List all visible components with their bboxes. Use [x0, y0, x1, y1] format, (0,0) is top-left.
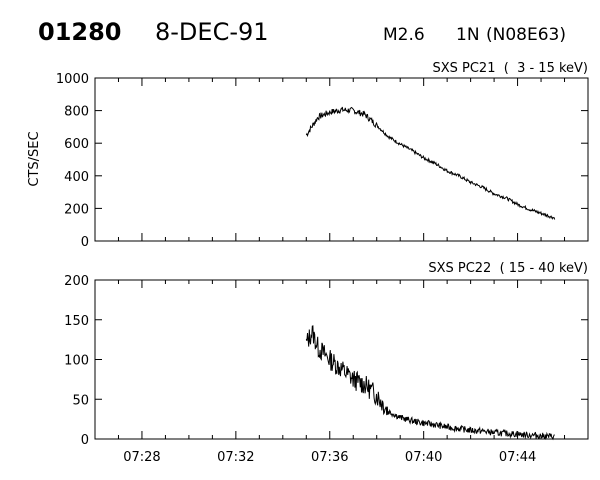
plot-frame — [94, 77, 589, 242]
x-tick-label: 07:40 — [405, 450, 442, 465]
y-ticks: 0 200 400 600 800 1000 — [56, 72, 588, 250]
x-ticks — [94, 78, 589, 241]
panel-title: SXS PC21 ( 3 - 15 keV) — [432, 61, 588, 76]
y-tick-label: 600 — [64, 137, 89, 152]
y-tick-label: 100 — [64, 354, 89, 369]
y-tick-label: 200 — [64, 202, 89, 217]
event-date: 8-DEC-91 — [155, 18, 269, 46]
y-tick-label: 50 — [72, 393, 89, 408]
x-tick-labels: 07:28 07:32 07:36 07:40 07:44 — [123, 450, 536, 465]
series-line-pc21 — [305, 106, 556, 220]
x-tick-label: 07:36 — [311, 450, 348, 465]
y-tick-label: 400 — [64, 170, 89, 185]
x-tick-label: 07:32 — [217, 450, 254, 465]
series-line-pc22 — [305, 325, 555, 441]
panel-title: SXS PC22 ( 15 - 40 keV) — [428, 261, 588, 276]
y-ticks: 0 50 100 150 200 — [64, 274, 588, 448]
plot-frame — [94, 279, 589, 440]
flare-location: (N08E63) — [486, 25, 566, 45]
y-tick-label: 800 — [64, 105, 89, 120]
y-axis-label: CTS/SEC — [27, 131, 42, 186]
y-tick-label: 0 — [81, 235, 89, 250]
x-ticks — [94, 280, 589, 439]
y-tick-label: 0 — [81, 433, 89, 448]
y-tick-label: 1000 — [56, 72, 89, 87]
x-tick-label: 07:44 — [499, 450, 536, 465]
goes-class: M2.6 — [383, 25, 425, 45]
panel-sxs-pc21: SXS PC21 ( 3 - 15 keV) CTS/SEC 0 200 400 60… — [27, 61, 589, 250]
y-tick-label: 150 — [64, 314, 89, 329]
event-id: 01280 — [38, 18, 122, 46]
optical-class: 1N — [456, 25, 480, 45]
y-tick-label: 200 — [64, 274, 89, 289]
x-tick-label: 07:28 — [123, 450, 160, 465]
panel-sxs-pc22: SXS PC22 ( 15 - 40 keV) 0 50 100 150 200 07:… — [64, 261, 589, 465]
